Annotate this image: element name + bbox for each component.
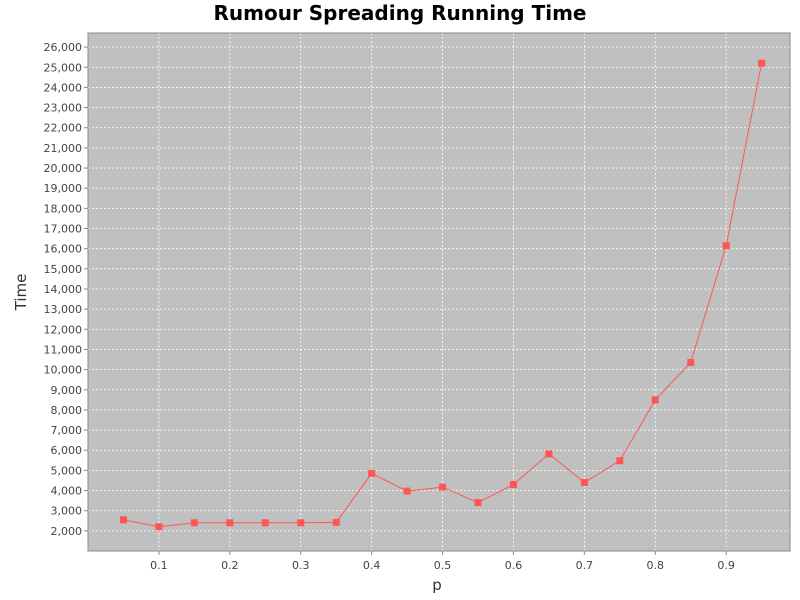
x-tick-label: 0.6 — [505, 559, 523, 572]
x-tick-label: 0.9 — [717, 559, 735, 572]
x-tick-label: 0.7 — [576, 559, 594, 572]
y-tick-label: 15,000 — [44, 263, 83, 276]
y-tick-label: 14,000 — [44, 283, 83, 296]
data-point — [758, 59, 766, 67]
y-tick-label: 11,000 — [44, 343, 83, 356]
data-point — [439, 483, 447, 491]
y-tick-label: 16,000 — [44, 243, 83, 256]
data-point — [509, 480, 517, 488]
y-tick-label: 25,000 — [44, 61, 83, 74]
data-point — [261, 519, 269, 527]
x-tick-label: 0.2 — [221, 559, 239, 572]
data-series — [119, 59, 766, 531]
data-point — [226, 519, 234, 527]
x-tick-label: 0.1 — [150, 559, 168, 572]
y-tick-label: 22,000 — [44, 122, 83, 135]
data-point — [474, 499, 482, 507]
x-axis-label: p — [432, 576, 442, 594]
chart-title: Rumour Spreading Running Time — [213, 1, 586, 25]
plot-border — [87, 32, 791, 552]
data-point — [722, 242, 730, 250]
data-point — [332, 518, 340, 526]
y-tick-label: 20,000 — [44, 162, 83, 175]
y-tick-label: 17,000 — [44, 223, 83, 236]
y-axis-ticks: 2,000 3,000 4,000 5,000 6,000 7,000 8,000 9,000… — [44, 41, 88, 538]
y-tick-label: 12,000 — [44, 323, 83, 336]
data-point — [580, 478, 588, 486]
y-tick-label: 7,000 — [51, 424, 83, 437]
y-tick-label: 4,000 — [51, 485, 83, 498]
gridlines — [88, 33, 790, 551]
y-tick-label: 5,000 — [51, 464, 83, 477]
data-point — [403, 487, 411, 495]
data-point — [687, 359, 695, 367]
data-point — [651, 396, 659, 404]
x-tick-label: 0.5 — [434, 559, 452, 572]
y-tick-label: 10,000 — [44, 364, 83, 377]
x-axis-ticks: 0.1 0.2 0.3 0.4 0.5 0.6 0.7 0.8 0.9 — [150, 551, 735, 572]
y-tick-label: 9,000 — [51, 384, 83, 397]
x-tick-label: 0.4 — [363, 559, 381, 572]
x-tick-label: 0.8 — [647, 559, 665, 572]
y-tick-label: 19,000 — [44, 182, 83, 195]
data-point — [297, 519, 305, 527]
data-point — [545, 450, 553, 458]
y-tick-label: 13,000 — [44, 303, 83, 316]
data-point — [119, 516, 127, 524]
y-tick-label: 6,000 — [51, 444, 83, 457]
y-tick-label: 26,000 — [44, 41, 83, 54]
y-axis-label: Time — [12, 274, 30, 312]
y-tick-label: 2,000 — [51, 525, 83, 538]
y-tick-label: 23,000 — [44, 102, 83, 115]
y-tick-label: 3,000 — [51, 505, 83, 518]
y-tick-label: 18,000 — [44, 202, 83, 215]
data-point — [155, 523, 163, 531]
data-point — [368, 469, 376, 477]
data-point — [616, 457, 624, 465]
plot-area — [88, 33, 790, 551]
data-point — [190, 519, 198, 527]
y-tick-label: 8,000 — [51, 404, 83, 417]
y-tick-label: 21,000 — [44, 142, 83, 155]
x-tick-label: 0.3 — [292, 559, 310, 572]
y-tick-label: 24,000 — [44, 81, 83, 94]
axes — [87, 32, 791, 552]
